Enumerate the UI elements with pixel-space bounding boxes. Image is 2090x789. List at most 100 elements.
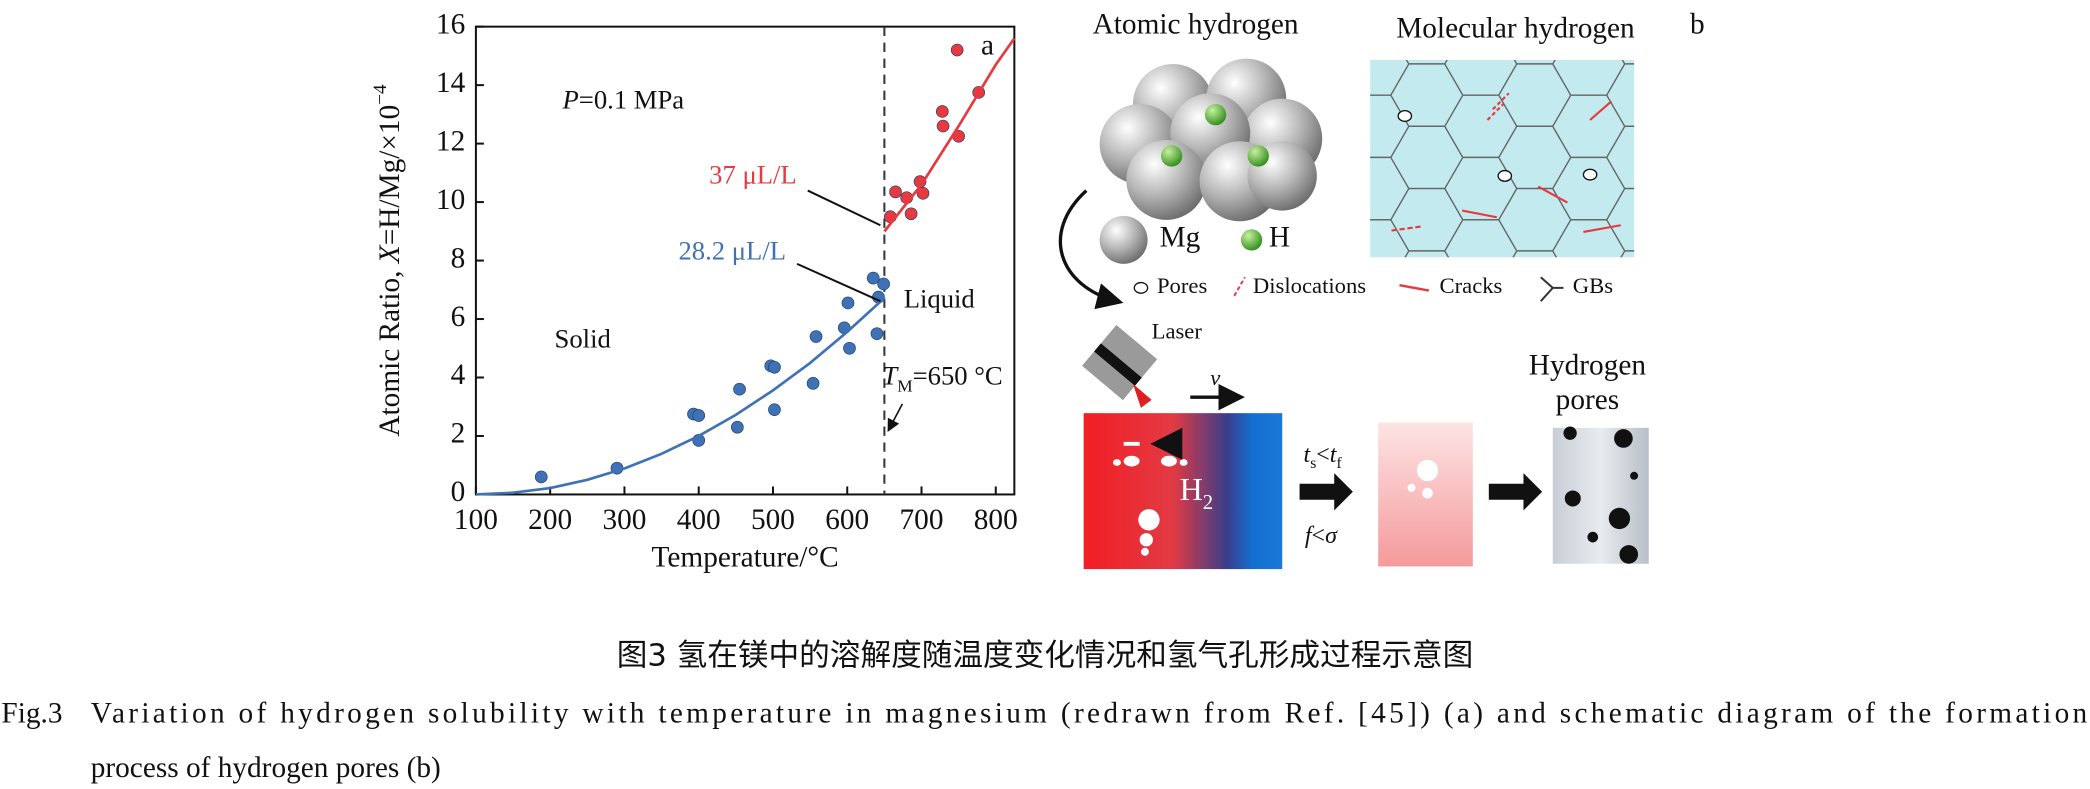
grain: [1661, 220, 1733, 282]
legend-label: Cracks: [1440, 273, 1503, 298]
data-point: [733, 382, 746, 396]
annotation-part: M: [897, 377, 912, 396]
grain: [1661, 95, 1733, 157]
solidifying-pool: [1378, 422, 1473, 567]
data-point: [534, 470, 548, 484]
label: v: [1210, 365, 1221, 390]
label-part: s: [1310, 455, 1316, 472]
y-tick-label: 4: [451, 359, 466, 391]
melt-pool: [1083, 413, 1283, 570]
panel-label: b: [1690, 8, 1705, 40]
data-point: [768, 403, 781, 416]
grain: [1661, 157, 1733, 219]
y-tick-label: 10: [436, 184, 465, 216]
y-tick-label: 12: [436, 125, 465, 157]
label: H: [1269, 222, 1290, 254]
data-point: [904, 207, 918, 221]
pore-micrograph: [1552, 426, 1649, 564]
diagram-title: pores: [1556, 384, 1620, 416]
label-part: H: [1180, 472, 1203, 507]
caption-chinese: 图3 氢在镁中的溶解度随温度变化情况和氢气孔形成过程示意图: [617, 639, 1474, 674]
annotation-part: P: [562, 85, 579, 115]
data-point: [692, 409, 706, 422]
label-part: f: [1336, 455, 1342, 472]
defects: [1391, 92, 1621, 233]
annotation: 37 μL/L: [709, 159, 797, 189]
label: Laser: [1152, 318, 1203, 343]
diagram-title: Molecular hydrogen: [1396, 12, 1635, 44]
data-point: [843, 341, 856, 355]
data-point: [877, 277, 890, 291]
x-tick-label: 200: [528, 504, 572, 536]
atom-cluster: [1099, 58, 1323, 264]
grain: [1391, 313, 1463, 375]
annotation-arrow: [887, 403, 904, 432]
annotation: TM=650 °C: [882, 361, 1002, 396]
diagram-title: Hydrogen: [1529, 350, 1647, 382]
data-point: [889, 185, 902, 199]
y-tick-label: 14: [436, 67, 466, 99]
legend-label: Dislocations: [1253, 273, 1366, 298]
grain: [1512, 250, 1558, 258]
grain: [1605, 125, 1635, 190]
annotation-part: T: [882, 361, 899, 391]
data-point: [841, 296, 855, 310]
y-tick-label: 6: [451, 301, 466, 333]
x-tick-label: 700: [900, 504, 944, 536]
y-axis-label-part: Atomic Ratio,: [374, 263, 406, 436]
annotation: Solid: [555, 323, 611, 353]
annotation-arrow: [807, 189, 881, 227]
y-axis-label: Atomic Ratio, X=H/Mg/×10−4: [370, 84, 406, 437]
laser-head: [1082, 324, 1245, 411]
annotation-arrow: [796, 262, 881, 303]
x-tick-label: 100: [454, 504, 498, 536]
annotation: Liquid: [904, 283, 975, 313]
label-part: <: [1312, 523, 1326, 549]
y-tick-label: 16: [436, 8, 465, 40]
panel-label: a: [981, 30, 994, 62]
annotation: P=0.1 MPa: [562, 85, 685, 115]
annotation-part: =650 °C: [913, 361, 1003, 391]
label-part: t: [1330, 441, 1338, 467]
label: f<σ: [1305, 523, 1338, 549]
y-axis-label-part: −4: [370, 84, 391, 105]
grain: [1620, 250, 1635, 258]
y-axis-label-part: X: [374, 244, 406, 264]
figure-label: Fig.3: [1, 697, 62, 729]
data-point: [730, 420, 744, 434]
y-tick-label: 0: [451, 476, 466, 508]
caption-line: process of hydrogen pores (b): [91, 752, 441, 784]
label: H2: [1180, 472, 1213, 514]
x-axis-label: Temperature/°C: [652, 541, 839, 573]
data-point: [768, 360, 781, 374]
chart-a: 100 200 300 400 500 600 700 800 0 2 4 6 8 10 12 14 16 Tem…: [370, 8, 1018, 573]
label: Mg: [1160, 222, 1201, 254]
grain: [1605, 187, 1635, 252]
data-point: [866, 271, 880, 285]
grain: [1661, 33, 1733, 95]
caption-line: Variation of hydrogen solubility with te…: [91, 697, 2088, 729]
legend-label: GBs: [1573, 273, 1613, 298]
x-tick-label: 300: [602, 504, 646, 536]
label: ts<tf: [1304, 441, 1343, 472]
data-point: [870, 327, 884, 340]
label-part: <: [1316, 441, 1330, 467]
legend-icons: [1133, 276, 1564, 302]
grain: [1661, 282, 1733, 344]
label-part: f: [1305, 523, 1315, 549]
data-point: [950, 43, 964, 57]
data-point: [935, 105, 949, 118]
label-part: 2: [1203, 491, 1213, 514]
grain-structure: [1370, 33, 1733, 375]
grain: [1605, 63, 1635, 128]
label-part: t: [1304, 441, 1312, 467]
annotation: 28.2 μL/L: [678, 235, 786, 265]
x-tick-label: 800: [974, 504, 1018, 536]
y-axis-label-part: =H/Mg/×10: [374, 105, 406, 246]
annotation-part: =0.1 MPa: [579, 85, 684, 115]
x-tick-label: 600: [825, 504, 869, 536]
data-point: [916, 186, 930, 200]
diagram-title: Atomic hydrogen: [1093, 8, 1299, 40]
